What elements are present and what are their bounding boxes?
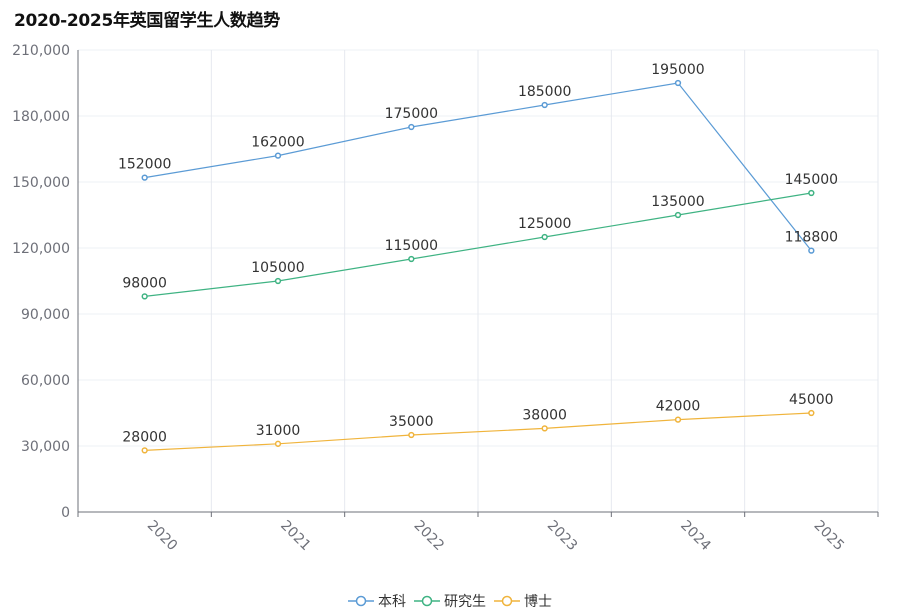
data-point[interactable] xyxy=(674,416,682,423)
data-point[interactable] xyxy=(541,233,548,241)
data-label: 145000 xyxy=(785,172,838,188)
y-tick-label: 90,000 xyxy=(21,307,70,323)
legend-label: 研究生 xyxy=(444,594,486,610)
data-label: 42000 xyxy=(656,399,701,415)
x-tick-label: 2024 xyxy=(677,518,714,555)
data-point[interactable] xyxy=(141,293,148,300)
legend-label: 本科 xyxy=(378,594,406,610)
data-label: 162000 xyxy=(251,135,304,151)
legend-marker-icon xyxy=(494,595,520,607)
data-point[interactable] xyxy=(808,189,815,197)
data-point[interactable] xyxy=(408,255,415,263)
data-label: 195000 xyxy=(651,62,704,78)
data-label: 135000 xyxy=(651,194,704,210)
data-point[interactable] xyxy=(141,447,148,454)
data-label: 38000 xyxy=(522,407,567,423)
data-label: 115000 xyxy=(385,238,438,254)
y-tick-label: 30,000 xyxy=(21,439,70,455)
legend-item[interactable]: 研究生 xyxy=(414,591,486,611)
grid-lines xyxy=(78,49,879,512)
legend-item[interactable]: 本科 xyxy=(348,591,406,611)
axes: 0 30,000 60,000 90,000 120,000 150,000 180,000… xyxy=(12,43,879,555)
x-tick-label: 2023 xyxy=(544,518,581,555)
y-tick-label: 150,000 xyxy=(12,175,70,191)
series-lines xyxy=(141,79,815,454)
data-point[interactable] xyxy=(408,431,415,439)
data-label: 105000 xyxy=(251,260,304,276)
chart-title: 2020-2025年英国留学生人数趋势 xyxy=(14,11,280,31)
y-tick-label: 210,000 xyxy=(12,43,70,59)
data-point[interactable] xyxy=(541,101,548,109)
data-label: 98000 xyxy=(122,275,167,291)
legend-label: 博士 xyxy=(524,594,552,610)
x-tick-label: 2022 xyxy=(411,518,448,555)
data-point[interactable] xyxy=(274,440,282,447)
data-label: 35000 xyxy=(389,414,434,430)
y-tick-label: 0 xyxy=(61,505,70,521)
data-point[interactable] xyxy=(674,79,682,87)
series-line-0 xyxy=(144,82,812,252)
data-label: 28000 xyxy=(122,429,167,445)
y-tick-label: 60,000 xyxy=(21,373,70,389)
y-tick-label: 180,000 xyxy=(12,109,70,125)
data-labels: 152000 162000 175000 185000 195000 118800 9800… xyxy=(118,62,838,445)
legend-marker-icon xyxy=(414,595,440,607)
series-line-1 xyxy=(144,192,812,297)
data-label: 31000 xyxy=(256,423,301,439)
legend-item[interactable]: 博士 xyxy=(494,591,552,611)
series-line-2 xyxy=(144,412,812,451)
data-point[interactable] xyxy=(808,409,815,417)
x-tick-label: 2025 xyxy=(811,518,848,555)
legend: 本科 研究生 博士 xyxy=(0,591,900,611)
y-tick-label: 120,000 xyxy=(12,241,70,257)
data-point[interactable] xyxy=(541,425,548,432)
data-label: 185000 xyxy=(518,84,571,100)
x-tick-label: 2021 xyxy=(277,518,314,555)
data-label: 118800 xyxy=(785,230,838,246)
data-label: 175000 xyxy=(385,106,438,122)
data-point[interactable] xyxy=(274,152,282,159)
data-point[interactable] xyxy=(674,211,682,219)
legend-marker-icon xyxy=(348,595,374,607)
data-point[interactable] xyxy=(408,123,415,131)
x-tick-label: 2020 xyxy=(144,518,181,555)
data-label: 152000 xyxy=(118,157,171,173)
data-point[interactable] xyxy=(808,247,815,254)
data-label: 125000 xyxy=(518,216,571,232)
data-point[interactable] xyxy=(274,277,282,285)
data-point[interactable] xyxy=(141,174,148,181)
data-label: 45000 xyxy=(789,392,834,408)
